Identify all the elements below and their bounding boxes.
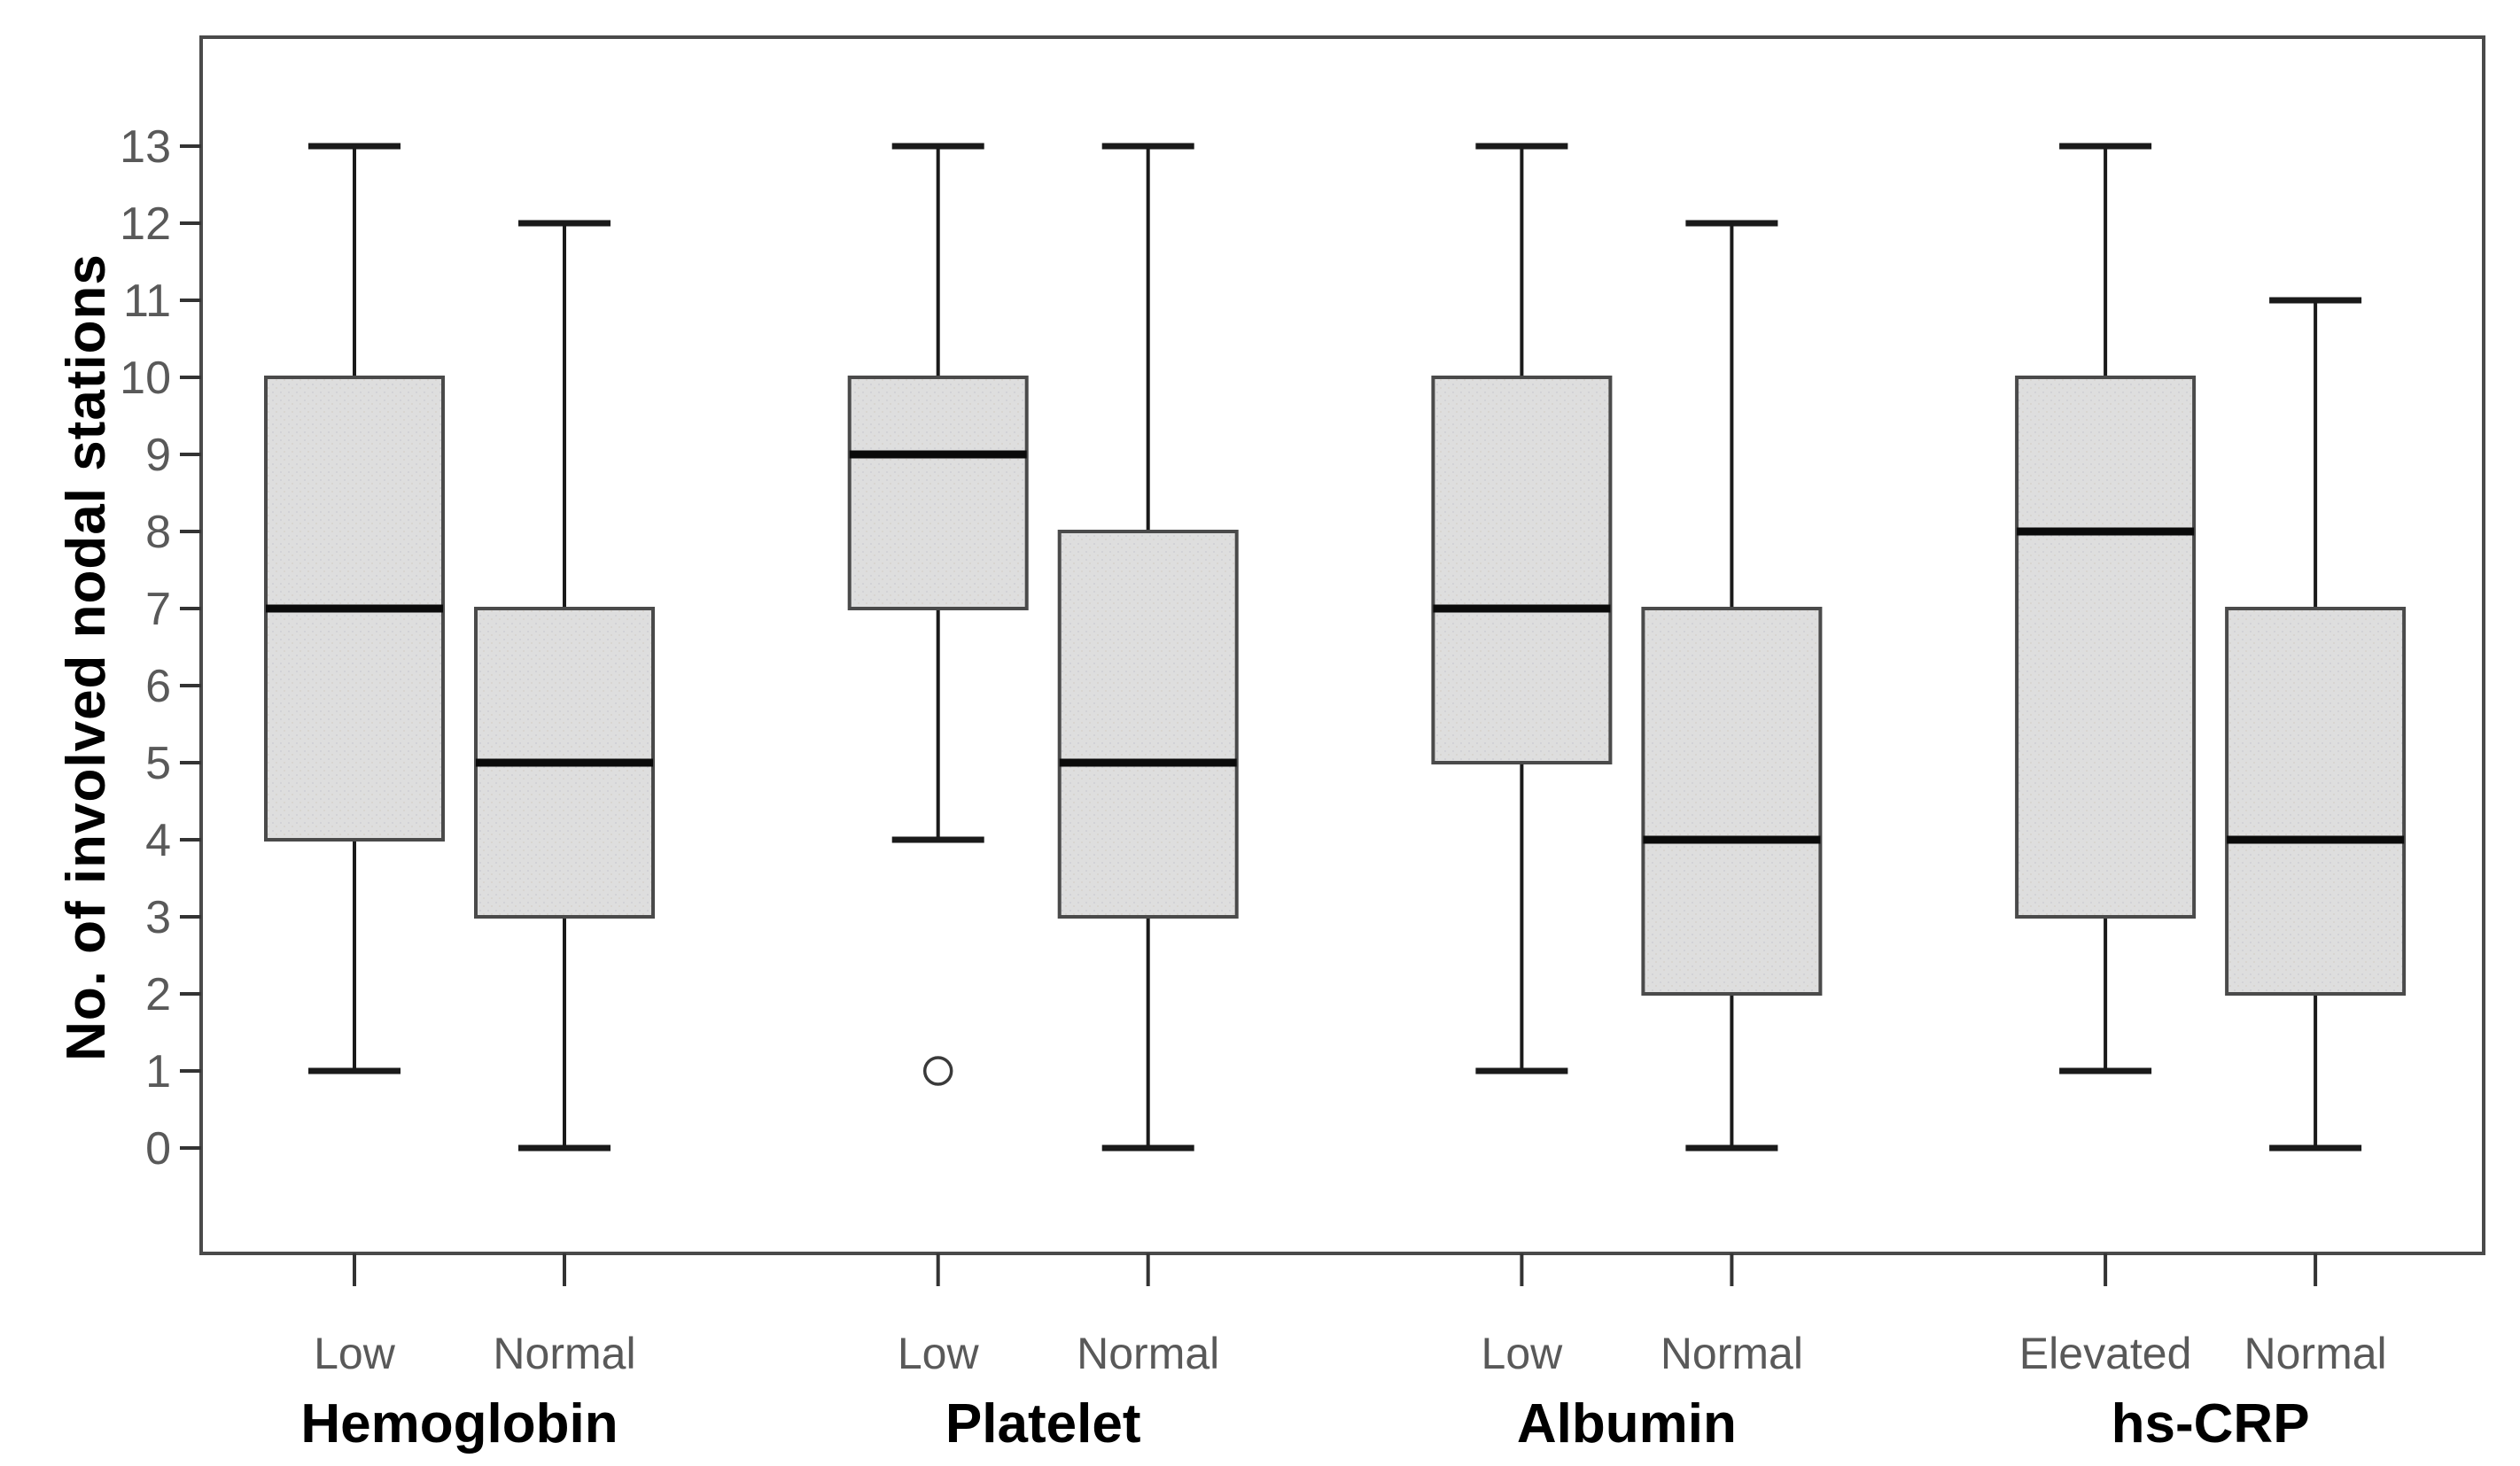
box bbox=[847, 376, 1029, 610]
y-axis-tick-label: 12 bbox=[120, 198, 171, 250]
y-axis-tick-label: 8 bbox=[145, 507, 171, 558]
box bbox=[1641, 607, 1823, 996]
y-axis-tick-label: 5 bbox=[145, 738, 171, 789]
box bbox=[2015, 376, 2197, 919]
group-title: Hemoglobin bbox=[300, 1393, 618, 1454]
category-label: Low bbox=[314, 1329, 396, 1378]
category-label: Normal bbox=[1077, 1329, 1219, 1378]
category-label: Elevated bbox=[2019, 1329, 2192, 1378]
category-label: Normal bbox=[1661, 1329, 1803, 1378]
y-axis-tick-label: 13 bbox=[120, 121, 171, 173]
group-title: hs-CRP bbox=[2112, 1393, 2310, 1454]
y-axis-tick-label: 4 bbox=[145, 815, 171, 866]
y-axis-tick-label: 6 bbox=[145, 661, 171, 712]
category-label: Normal bbox=[493, 1329, 635, 1378]
y-axis-tick-label: 11 bbox=[123, 275, 171, 327]
y-axis-tick-label: 1 bbox=[145, 1046, 171, 1098]
category-label: Low bbox=[1482, 1329, 1564, 1378]
y-axis-tick-label: 7 bbox=[145, 584, 171, 635]
group-title: Albumin bbox=[1517, 1393, 1737, 1454]
y-axis-tick-label: 0 bbox=[145, 1123, 171, 1175]
category-label: Low bbox=[898, 1329, 980, 1378]
y-axis-tick-label: 10 bbox=[120, 353, 171, 404]
category-label: Normal bbox=[2244, 1329, 2387, 1378]
box bbox=[2225, 607, 2407, 996]
box bbox=[1057, 530, 1239, 919]
outlier-point bbox=[922, 1056, 953, 1086]
y-axis-tick-label: 2 bbox=[145, 969, 171, 1020]
y-axis-tick-label: 3 bbox=[145, 892, 171, 943]
group-title: Platelet bbox=[945, 1393, 1141, 1454]
box bbox=[1431, 376, 1613, 764]
y-axis-tick-label: 9 bbox=[145, 430, 171, 481]
